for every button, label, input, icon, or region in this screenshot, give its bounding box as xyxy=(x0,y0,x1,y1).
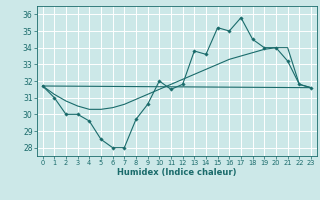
X-axis label: Humidex (Indice chaleur): Humidex (Indice chaleur) xyxy=(117,168,236,177)
